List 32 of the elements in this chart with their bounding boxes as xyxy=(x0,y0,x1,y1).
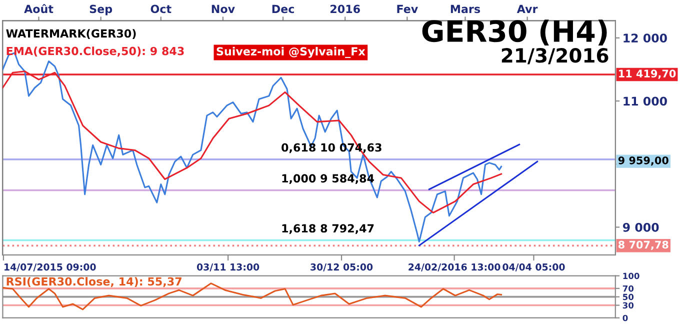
x-tick-label: 04/04 05:00 xyxy=(502,263,565,272)
x2-tick-label: Nov xyxy=(212,4,235,14)
chart-title: GER30 (H4) xyxy=(422,20,607,46)
x2-tick-label: Oct xyxy=(150,4,172,14)
y-tick-label: 50 xyxy=(622,294,634,300)
text: 21/3/2016 xyxy=(502,48,608,64)
x-tick-label: 30/12 05:00 xyxy=(310,263,373,272)
y-tick-label: 70 xyxy=(622,285,634,292)
annotation: 1,618 8 792,47 xyxy=(282,224,374,234)
y-tick-label: 11 000 xyxy=(624,96,667,106)
series-label: EMA(GER30.Close,50): 9 843 xyxy=(6,46,184,57)
x2-tick-label: Août xyxy=(24,4,54,14)
y-tick-label: 30 xyxy=(622,302,634,309)
y-tick-label: 9 000 xyxy=(622,222,659,232)
series-label: RSI(GER30.Close, 14): 55,37 xyxy=(6,277,182,288)
ref-line-label: 8 707,78 xyxy=(618,240,668,250)
x2-tick-label: 2016 xyxy=(330,4,360,14)
x2-tick-label: Fev xyxy=(397,4,418,14)
x2-tick-label: Avr xyxy=(516,4,538,13)
x-tick-label: 24/02/2016 13:00 xyxy=(408,263,500,272)
x2-tick-label: Dec xyxy=(272,4,294,14)
x2-tick-label: Sep xyxy=(90,4,112,16)
x-tick-label: 14/07/2015 09:00 xyxy=(4,263,96,272)
y-tick-label: 12 000 xyxy=(624,34,667,43)
text: 9 959,00 xyxy=(618,156,668,166)
x2-tick-label: Mars xyxy=(450,4,480,14)
x-tick-label: 03/11 13:00 xyxy=(196,263,260,272)
annotation: Suivez-moi @Sylvain_Fx xyxy=(216,46,366,58)
ref-line-label: 11 419,70 xyxy=(619,70,676,79)
annotation: WATERMARK(GER30) xyxy=(6,29,136,39)
y-tick-label: 0 xyxy=(622,314,628,322)
y-tick-label: 100 xyxy=(623,272,640,280)
